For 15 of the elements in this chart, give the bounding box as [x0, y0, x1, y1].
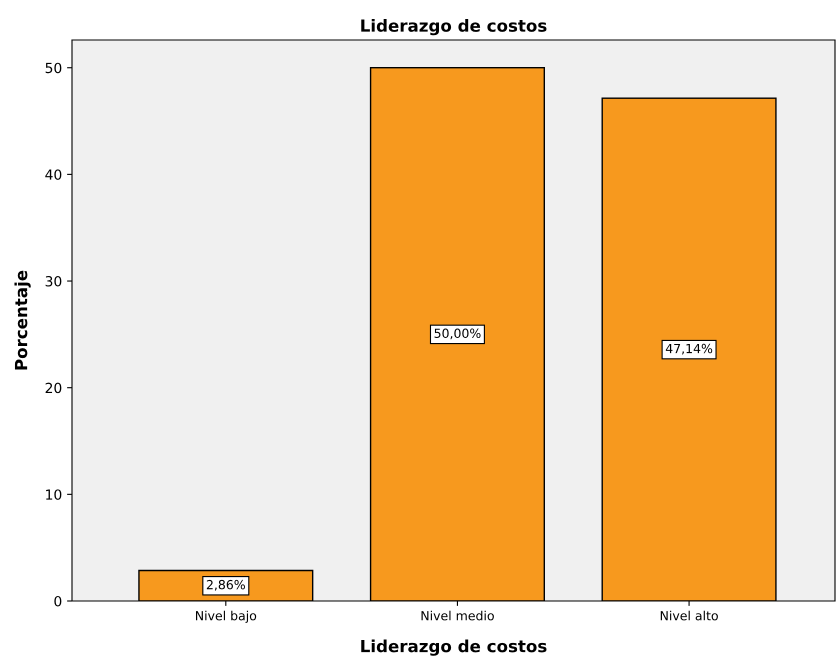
data-label: 47,14%: [666, 344, 712, 355]
y-tick-label: 20: [46, 382, 62, 394]
y-axis-title: Porcentaje: [14, 270, 31, 370]
y-tick-label: 0: [54, 596, 62, 606]
chart-title: Liderazgo de costos: [361, 19, 546, 36]
data-label: 50,00%: [434, 328, 481, 340]
y-tick-label: 40: [45, 169, 62, 180]
x-tick-label: Nivel medio: [422, 610, 494, 620]
x-axis-title: Liderazgo de costos: [361, 639, 546, 656]
x-tick-label: Nivel bajo: [196, 610, 256, 623]
y-tick-label: 30: [46, 276, 62, 287]
y-tick-label: 10: [46, 489, 62, 500]
data-label: 2,86%: [206, 580, 245, 591]
y-tick-label: 50: [46, 62, 62, 74]
x-tick-label: Nivel alto: [660, 610, 718, 620]
